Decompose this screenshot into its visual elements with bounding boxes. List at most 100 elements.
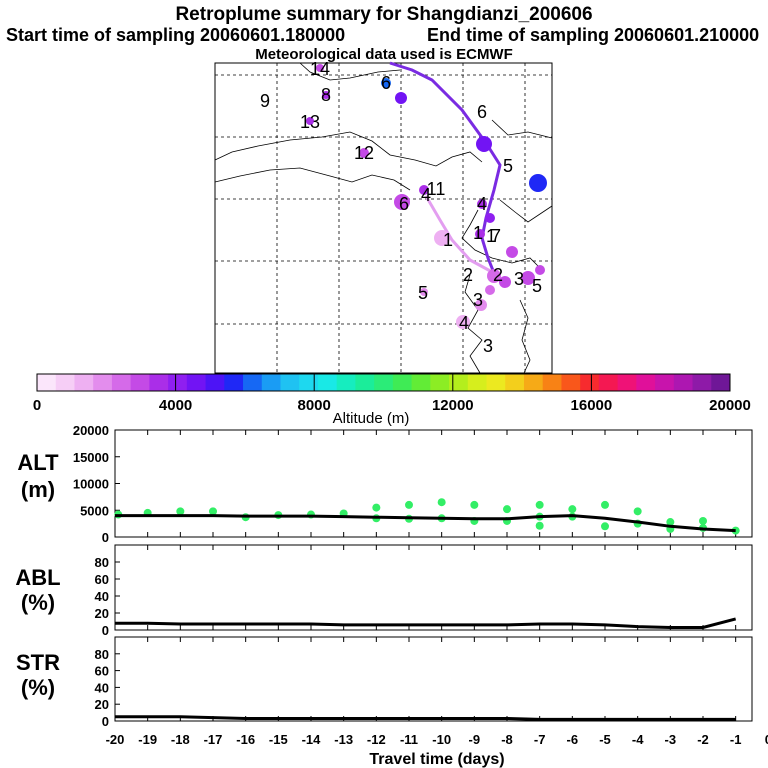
series-line [115, 617, 737, 629]
colorbar-swatch [55, 374, 75, 391]
altitude-point [176, 507, 185, 516]
colorbar-swatch [93, 374, 113, 391]
colorbar-swatch [598, 374, 619, 391]
map-label: 7 [491, 226, 501, 246]
plume-circle [394, 194, 410, 210]
y-tick-label: 5000 [80, 503, 109, 518]
y-tick-label: 0 [102, 623, 109, 638]
colorbar-swatch [636, 374, 656, 391]
colorbar-swatch [711, 374, 731, 391]
plume-circle [456, 315, 470, 329]
colorbar-swatch [243, 374, 263, 391]
altitude-point [601, 522, 609, 531]
plume-circle [359, 148, 369, 158]
y-tick-label: 80 [95, 647, 109, 662]
colorbar-swatch [37, 374, 57, 391]
trajectory-primary [389, 61, 502, 274]
altitude-point [699, 516, 707, 525]
panel-frame [114, 429, 753, 538]
plume-circle [529, 174, 547, 192]
panel-ylabel: ABL [15, 565, 60, 590]
y-tick-label: 20 [95, 697, 109, 712]
plume-circle [506, 246, 518, 258]
colorbar-swatch [692, 374, 712, 391]
colorbar-swatch [317, 374, 338, 391]
colorbar-swatch [224, 374, 244, 391]
colorbar-swatch [467, 374, 488, 391]
map-label: 11 [427, 179, 446, 199]
colorbar-swatch [673, 374, 694, 391]
colorbar-swatch [186, 374, 207, 391]
colorbar-swatch [130, 374, 150, 391]
x-axis-label: Travel time (days) [369, 751, 504, 768]
map-label: 1 [443, 230, 453, 250]
altitude-point [470, 500, 479, 509]
map-label: 5 [532, 276, 542, 296]
y-tick-label: 80 [95, 555, 109, 570]
map-frame [214, 62, 553, 374]
map-label: 6 [381, 73, 391, 93]
altitude-point [666, 518, 675, 527]
x-tick-label: -15 [269, 732, 288, 747]
altitude-point [601, 500, 609, 509]
colorbar-swatch [430, 374, 450, 391]
plume-circle [521, 271, 535, 285]
x-tick-label: -9 [469, 732, 481, 747]
map-label: 5 [418, 283, 428, 303]
panel-ylabel: ALT [17, 450, 59, 475]
colorbar-label: Altitude (m) [333, 410, 410, 427]
coastline [499, 199, 553, 223]
altitude-point [535, 521, 544, 530]
map-label: 2 [493, 265, 503, 285]
plume-circle [316, 64, 324, 72]
map-label: 1 [486, 226, 496, 246]
colorbar-swatch [149, 374, 169, 391]
plume-circle [395, 92, 407, 104]
plume-circle [381, 78, 391, 88]
plume-circle [306, 117, 314, 125]
coastline [491, 119, 553, 139]
panel-ylabel: (%) [21, 675, 55, 700]
altitude-point [437, 498, 446, 507]
x-tick-label: -19 [138, 732, 157, 747]
x-tick-label: -17 [204, 732, 223, 747]
altitude-point [209, 507, 217, 516]
altitude-point [568, 505, 577, 514]
plume-circle [476, 136, 492, 152]
x-tick-label: -1 [730, 732, 742, 747]
plume-circle [475, 299, 487, 311]
colorbar-swatch [486, 374, 506, 391]
panel-ylabel: (%) [21, 590, 55, 615]
plume-circle [322, 91, 330, 99]
altitude-colorbar: 0 4000 8000 12000 16000 20000 Altitude (m) [33, 373, 751, 427]
y-tick-label: 40 [95, 589, 109, 604]
plume-circle [535, 265, 545, 275]
meteorology-note: Meteorological data used is ECMWF [255, 46, 513, 63]
colorbar-swatch [580, 374, 600, 391]
altitude-point [405, 500, 413, 509]
colorbar-swatch [205, 374, 225, 391]
x-tick-label: -20 [106, 732, 125, 747]
x-tick-label: 0 [765, 732, 768, 747]
plume-circle [485, 213, 495, 223]
map-label: 3 [473, 290, 483, 310]
x-tick-label: -5 [599, 732, 611, 747]
colorbar-swatch [299, 374, 319, 391]
map-label: 12 [354, 143, 374, 163]
altitude-point [372, 503, 381, 512]
coastline [461, 209, 541, 269]
series-line [115, 514, 736, 533]
x-tick-label: -13 [334, 732, 353, 747]
colorbar-swatch [355, 374, 375, 391]
y-tick-label: 60 [95, 664, 109, 679]
colorbar-tick-label: 8000 [298, 397, 331, 414]
map-label: 3 [514, 269, 524, 289]
map-label: 4 [421, 185, 431, 205]
plume-circle [485, 285, 495, 295]
coastline [214, 131, 483, 167]
map-label: 4 [477, 194, 487, 214]
x-tick-label: -2 [697, 732, 709, 747]
panel-ylabel: STR [16, 650, 60, 675]
